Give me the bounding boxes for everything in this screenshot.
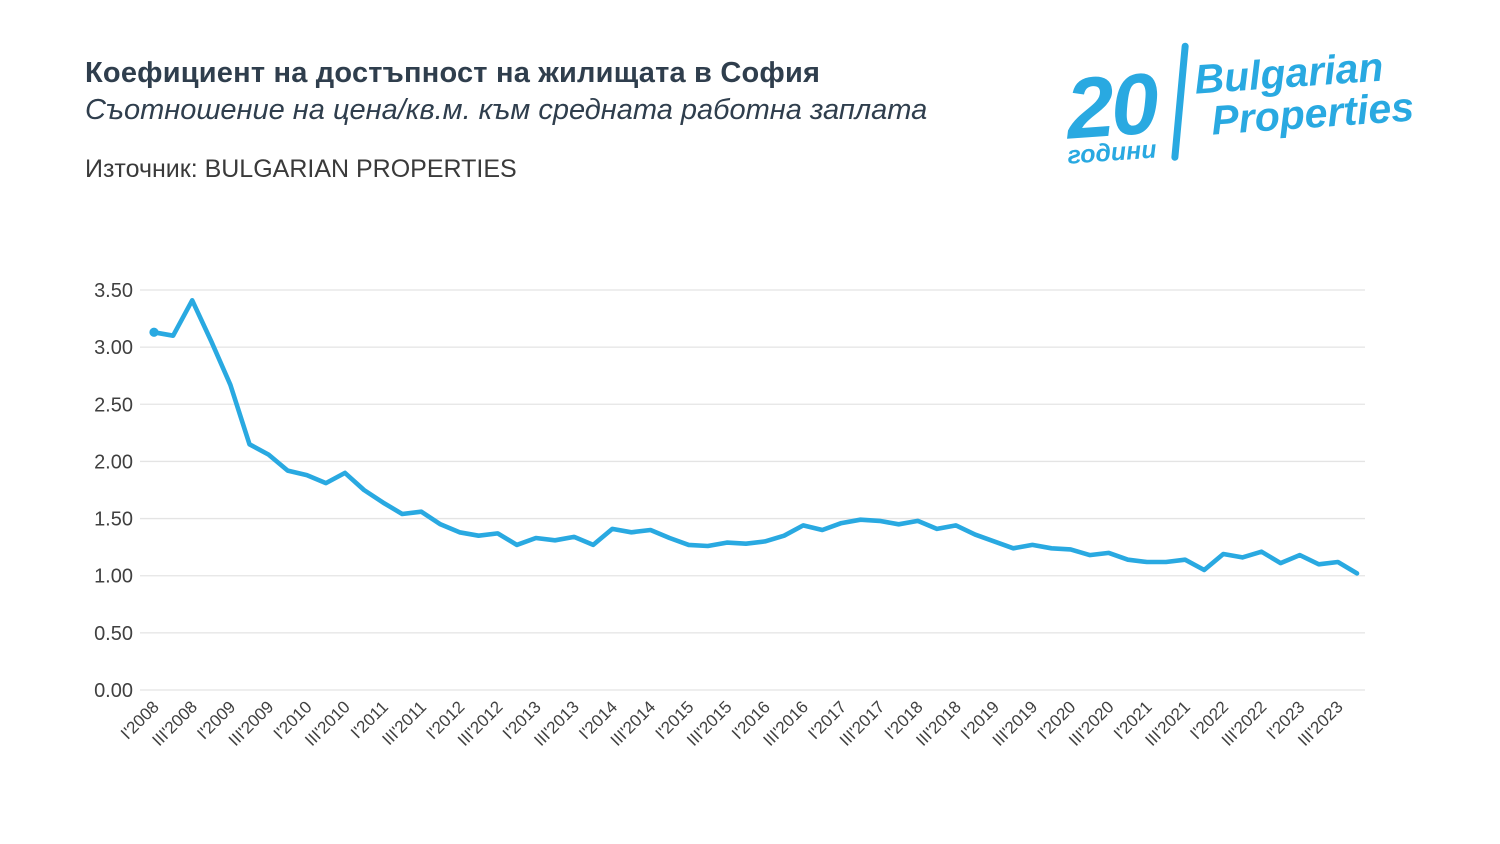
y-tick-label: 3.50 (94, 280, 133, 302)
brand-logo-svg: 20 години Bulgarian Properties (1057, 38, 1419, 173)
y-tick-label: 2.00 (94, 451, 133, 473)
series-start-dot (149, 327, 159, 337)
series-line (151, 297, 1360, 576)
y-tick-label: 3.00 (94, 337, 133, 359)
logo-divider (1171, 42, 1189, 161)
y-tick-label: 1.00 (94, 566, 133, 588)
logo-anniversary-number: 20 (1061, 55, 1161, 157)
y-tick-label: 1.50 (94, 509, 133, 531)
logo-brand-line1: Bulgarian (1193, 44, 1385, 103)
chart-header: Коефициент на достъпност на жилищата в С… (85, 56, 927, 184)
y-tick-label: 0.50 (94, 623, 133, 645)
x-tick-label: III'2011 (379, 697, 431, 749)
y-tick-label: 0.00 (94, 680, 133, 702)
brand-logo: 20 години Bulgarian Properties (1057, 34, 1438, 173)
y-tick-label: 2.50 (94, 394, 133, 416)
source-note: Източник: BULGARIAN PROPERTIES (85, 154, 517, 183)
page-subtitle: Съотношение на цена/кв.м. към средната р… (85, 93, 928, 126)
page-title: Коефициент на достъпност на жилищата в С… (85, 57, 821, 89)
